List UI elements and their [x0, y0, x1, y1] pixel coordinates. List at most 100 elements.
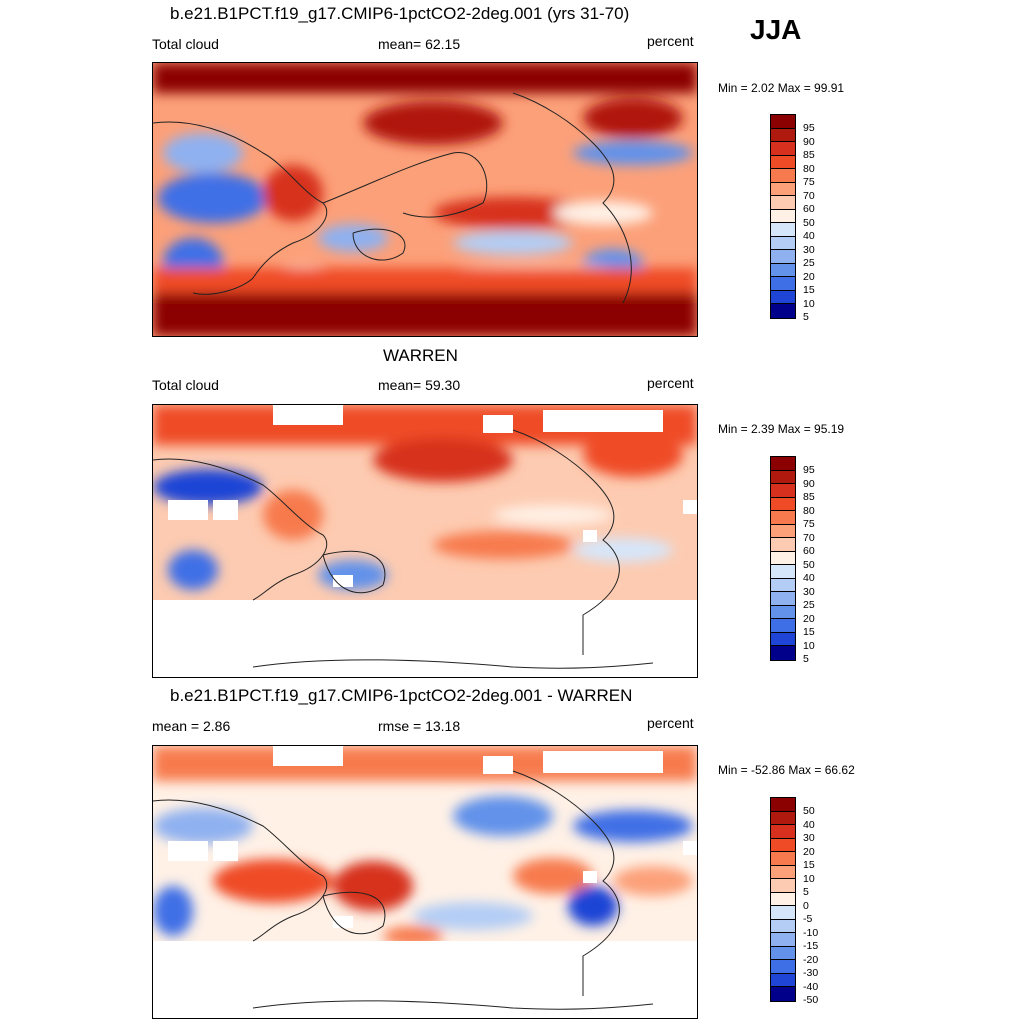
colorbar-box	[771, 892, 795, 906]
colorbar-label: 15	[803, 626, 815, 638]
colorbar-label: 5	[803, 886, 809, 898]
season-label: JJA	[750, 14, 802, 45]
panel1-cloud-field	[153, 63, 697, 336]
colorbar-box	[771, 169, 795, 183]
colorbar-label: -10	[803, 926, 819, 939]
panel2-map	[152, 404, 698, 678]
panel2-left-label: Total cloud	[152, 377, 219, 393]
colorbar-box	[771, 825, 795, 839]
colorbar-label: 90	[803, 135, 815, 148]
panel3-difference-field	[153, 746, 697, 1018]
colorbar-box	[771, 277, 795, 291]
colorbar-label: 25	[803, 257, 815, 269]
panel2-title: WARREN	[383, 346, 458, 365]
colorbar-label: 60	[803, 545, 815, 557]
colorbar-label: 30	[803, 832, 815, 844]
colorbar-label: 50	[803, 216, 815, 229]
colorbar-box	[771, 182, 795, 196]
colorbar-label: 25	[803, 599, 815, 611]
colorbar-label: 5	[803, 653, 809, 665]
panel1-mean: mean= 62.15	[378, 36, 461, 52]
colorbar-label: 50	[803, 558, 815, 571]
colorbar-box	[771, 236, 795, 250]
colorbar-label: -15	[803, 940, 819, 952]
colorbar-box	[771, 128, 795, 142]
panel1-units: percent	[647, 33, 694, 49]
colorbar-box	[771, 605, 795, 619]
colorbar-box	[771, 919, 795, 933]
colorbar-label: 40	[803, 230, 815, 242]
colorbar-box	[771, 798, 795, 812]
colorbar-box	[771, 852, 795, 866]
colorbar-box	[771, 838, 795, 852]
panel2-units: percent	[647, 375, 694, 391]
colorbar-box	[771, 646, 795, 660]
panel3-rmse: rmse = 13.18	[378, 718, 461, 734]
panel3-minmax: Min = -52.86 Max = 66.62	[718, 763, 855, 777]
colorbar-label: 50	[803, 805, 815, 817]
colorbar-label: -5	[803, 913, 813, 925]
colorbar-label: 20	[803, 845, 815, 858]
colorbar-label: 70	[803, 531, 815, 544]
colorbar-box	[771, 524, 795, 538]
panel1-minmax: Min = 2.02 Max = 99.91	[718, 81, 845, 95]
colorbar-label: 15	[803, 859, 815, 871]
colorbar-label: 40	[803, 572, 815, 584]
panel3-units: percent	[647, 715, 694, 731]
colorbar-label: 40	[803, 818, 815, 831]
panel2-colorbar	[770, 456, 796, 661]
colorbar-box	[771, 906, 795, 920]
panel3-map	[152, 745, 698, 1019]
colorbar-box	[771, 865, 795, 879]
colorbar-label: 20	[803, 612, 815, 625]
colorbar-box	[771, 250, 795, 264]
panel1-title: b.e21.B1PCT.f19_g17.CMIP6-1pctCO2-2deg.0…	[170, 4, 630, 23]
colorbar-box	[771, 457, 795, 471]
colorbar-box	[771, 879, 795, 893]
panel1-colorbar	[770, 114, 796, 319]
colorbar-label: 10	[803, 872, 815, 885]
colorbar-label: 30	[803, 243, 815, 256]
panel3-mean: mean = 2.86	[152, 718, 231, 734]
colorbar-label: 70	[803, 189, 815, 202]
colorbar-label: 10	[803, 639, 815, 652]
colorbar-label: 80	[803, 504, 815, 517]
colorbar-label: 60	[803, 203, 815, 215]
colorbar-box	[771, 933, 795, 947]
panel1-map	[152, 62, 698, 337]
colorbar-box	[771, 946, 795, 960]
colorbar-box	[771, 973, 795, 987]
colorbar-box	[771, 551, 795, 565]
colorbar-box	[771, 987, 795, 1001]
colorbar-box	[771, 619, 795, 633]
colorbar-box	[771, 196, 795, 210]
colorbar-box	[771, 484, 795, 498]
colorbar-box	[771, 470, 795, 484]
panel2-cloud-field	[153, 405, 697, 677]
colorbar-label: 85	[803, 149, 815, 161]
colorbar-label: 30	[803, 585, 815, 598]
colorbar-box	[771, 155, 795, 169]
colorbar-box	[771, 960, 795, 974]
colorbar-box	[771, 538, 795, 552]
panel3-colorbar	[770, 797, 796, 1002]
colorbar-box	[771, 223, 795, 237]
panel1-left-label: Total cloud	[152, 36, 219, 52]
colorbar-label: 95	[803, 122, 815, 134]
colorbar-label: 15	[803, 284, 815, 296]
colorbar-box	[771, 592, 795, 606]
colorbar-label: -30	[803, 967, 819, 979]
colorbar-box	[771, 142, 795, 156]
colorbar-label: 10	[803, 297, 815, 310]
colorbar-label: 0	[803, 899, 809, 912]
colorbar-label: 75	[803, 176, 815, 188]
colorbar-box	[771, 497, 795, 511]
panel3-title: b.e21.B1PCT.f19_g17.CMIP6-1pctCO2-2deg.0…	[170, 686, 633, 705]
colorbar-box	[771, 811, 795, 825]
colorbar-box	[771, 115, 795, 129]
colorbar-label: 90	[803, 477, 815, 490]
colorbar-box	[771, 565, 795, 579]
colorbar-label: -20	[803, 953, 819, 966]
colorbar-box	[771, 209, 795, 223]
colorbar-box	[771, 263, 795, 277]
